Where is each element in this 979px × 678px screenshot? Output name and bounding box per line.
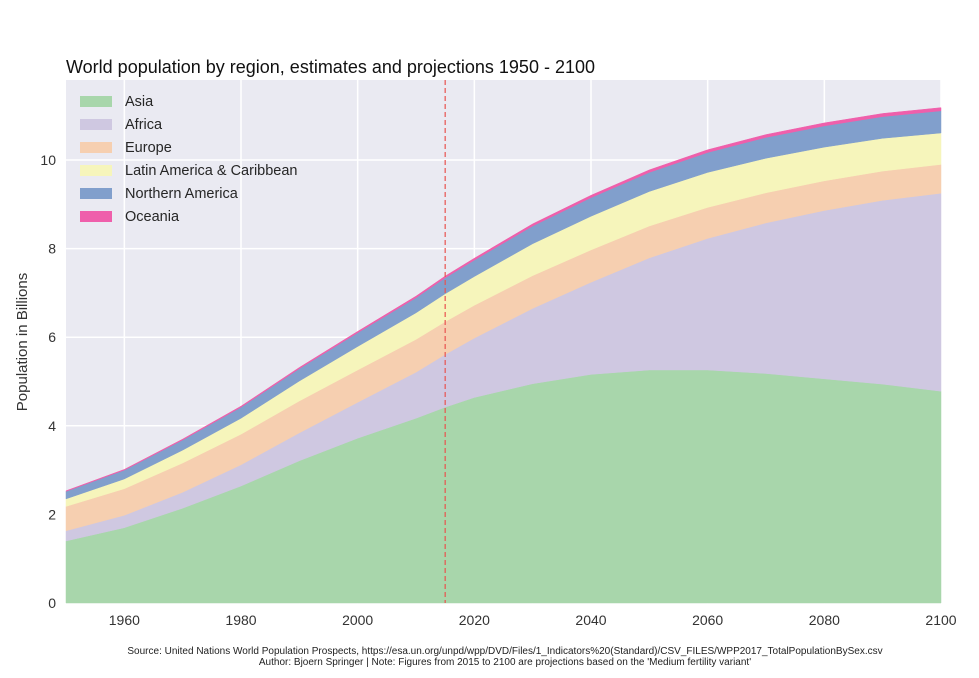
y-tick-label: 4 — [48, 418, 56, 434]
author-note: Author: Bjoern Springer | Note: Figures … — [258, 657, 752, 668]
x-tick-label: 2080 — [809, 612, 840, 628]
legend-swatch — [80, 188, 112, 199]
y-tick-label: 0 — [48, 595, 56, 611]
legend-label: Asia — [125, 94, 154, 110]
legend-swatch — [80, 165, 112, 176]
x-tick-label: 1980 — [225, 612, 256, 628]
y-axis: 0 2 4 6 8 10 — [40, 152, 56, 611]
legend-label: Latin America & Caribbean — [125, 163, 298, 179]
stacked-area-chart: World population by region, estimates an… — [14, 57, 957, 628]
legend-label: Africa — [125, 117, 163, 133]
x-tick-label: 2040 — [575, 612, 606, 628]
area-oceania — [65, 107, 942, 492]
legend-swatch — [80, 96, 112, 107]
y-axis-label: Population in Billions — [14, 273, 31, 411]
x-tick-label: 2020 — [459, 612, 490, 628]
y-tick-label: 8 — [48, 241, 56, 257]
y-tick-label: 6 — [48, 329, 56, 345]
x-tick-label: 2060 — [692, 612, 723, 628]
legend: Asia Africa Europe Latin America & Caribbea… — [80, 94, 298, 225]
x-tick-label: 2100 — [925, 612, 956, 628]
x-tick-label: 1960 — [109, 612, 140, 628]
source-note: Source: United Nations World Population … — [127, 646, 883, 657]
legend-label: Northern America — [125, 186, 239, 202]
chart-title: World population by region, estimates an… — [66, 57, 595, 77]
areas — [65, 107, 942, 604]
x-axis: 1960 1980 2000 2020 2040 2060 2080 2100 — [109, 612, 957, 628]
legend-label: Europe — [125, 140, 172, 156]
legend-label: Oceania — [125, 209, 180, 225]
x-tick-label: 2000 — [342, 612, 373, 628]
y-tick-label: 10 — [40, 152, 56, 168]
y-tick-label: 2 — [48, 506, 56, 522]
legend-swatch — [80, 211, 112, 222]
legend-swatch — [80, 142, 112, 153]
legend-swatch — [80, 119, 112, 130]
